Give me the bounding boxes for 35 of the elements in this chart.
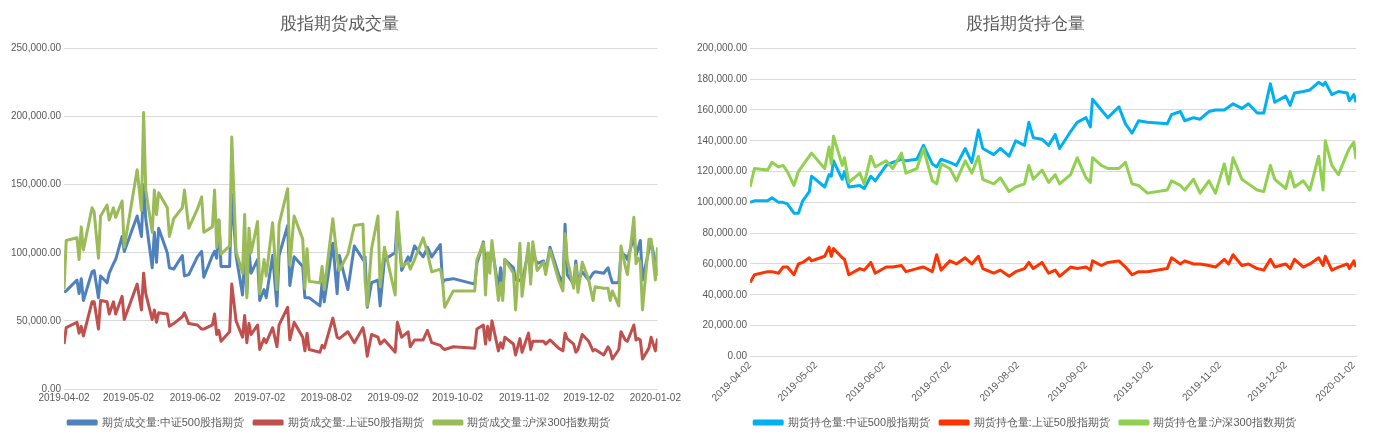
chart-title: 股指期货成交量 <box>279 13 399 33</box>
y-tick-label: 0.00 <box>41 382 62 394</box>
x-tick-label: 2019-06-02 <box>169 391 222 403</box>
y-tick-label: 40,000.00 <box>702 288 748 300</box>
x-tick-label: 2019-10-02 <box>431 391 484 403</box>
x-tick-label: 2019-05-02 <box>102 391 155 403</box>
y-tick-label: 60,000.00 <box>702 257 748 269</box>
x-tick-label: 2019-12-02 <box>563 391 615 403</box>
legend-label: 期货成交量:中证500股指期货 <box>101 415 245 428</box>
legend-label: 期货持仓量:沪深300指数期货 <box>1153 415 1296 428</box>
legend-label: 期货持仓量:上证50股指期货 <box>973 415 1110 428</box>
y-tick-label: 100,000.00 <box>696 196 748 208</box>
y-tick-label: 140,000.00 <box>696 134 748 146</box>
y-tick-label: 50,000.00 <box>16 314 62 326</box>
legend-label: 期货持仓量:中证500股指期货 <box>787 415 931 428</box>
x-tick-label: 2019-08-02 <box>300 391 353 403</box>
y-tick-label: 120,000.00 <box>696 165 748 177</box>
y-tick-label: 160,000.00 <box>696 103 748 115</box>
x-tick-label: 2020-01-02 <box>629 391 682 403</box>
legend-label: 期货成交量:沪深300指数期货 <box>467 415 610 428</box>
y-tick-label: 200,000.00 <box>696 42 748 54</box>
y-tick-label: 250,000.00 <box>10 42 62 54</box>
y-tick-label: 0.00 <box>727 350 748 362</box>
y-tick-label: 100,000.00 <box>10 246 62 258</box>
chart-title: 股指期货持仓量 <box>965 13 1085 33</box>
y-tick-label: 180,000.00 <box>696 72 748 84</box>
legend-label: 期货成交量:上证50股指期货 <box>287 415 424 428</box>
y-tick-label: 20,000.00 <box>702 319 748 331</box>
y-tick-label: 200,000.00 <box>10 110 62 122</box>
x-tick-label: 2019-11-02 <box>499 391 550 403</box>
y-tick-label: 150,000.00 <box>10 178 62 190</box>
x-tick-label: 2019-04-02 <box>38 391 91 403</box>
x-tick-label: 2019-09-02 <box>367 391 420 403</box>
y-tick-label: 80,000.00 <box>702 226 748 238</box>
x-tick-label: 2019-07-02 <box>234 391 286 403</box>
